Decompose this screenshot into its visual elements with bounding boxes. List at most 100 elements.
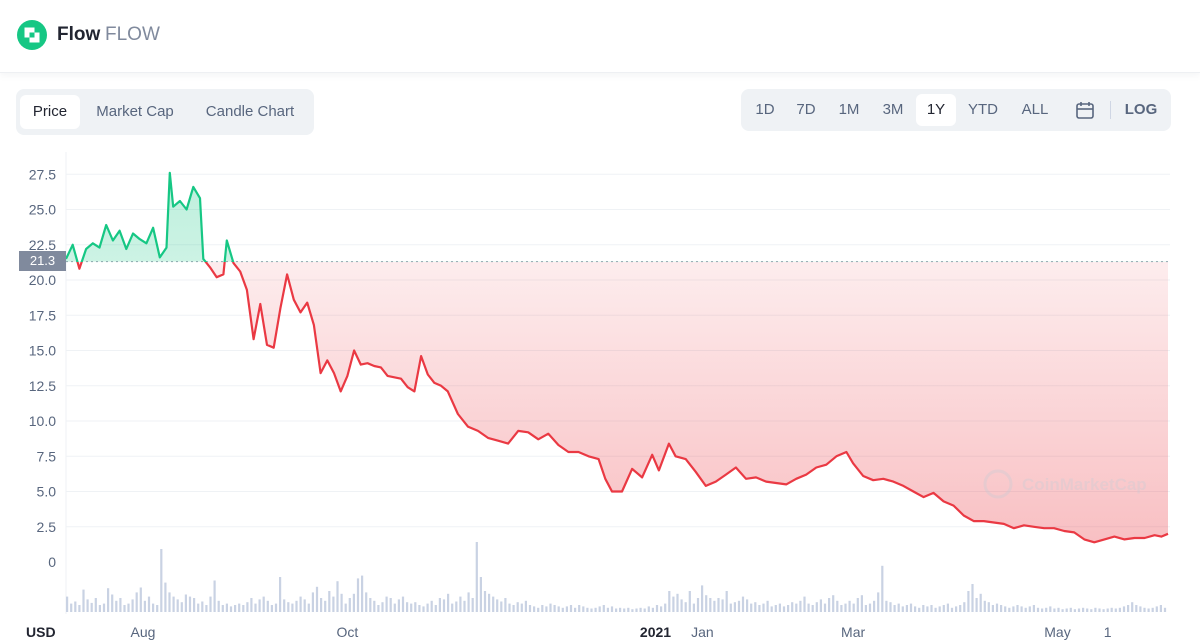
volume-bar: [545, 606, 548, 612]
volume-bar: [520, 603, 523, 612]
volume-bar: [176, 599, 179, 612]
volume-bar: [762, 603, 765, 612]
volume-bar: [787, 605, 790, 612]
volume-bar: [672, 596, 675, 612]
volume-bar: [778, 603, 781, 612]
volume-bar: [766, 600, 769, 612]
tab-market-cap[interactable]: Market Cap: [96, 103, 174, 120]
volume-bar: [434, 605, 437, 612]
volume-bar: [782, 606, 786, 612]
y-tick-label: 20.0: [29, 272, 56, 288]
volume-bar: [828, 598, 831, 612]
volume-bar: [709, 598, 712, 612]
volume-bar: [627, 607, 630, 612]
volume-bar: [635, 608, 638, 612]
volume-bar: [664, 603, 667, 612]
volume-bar: [221, 605, 224, 612]
volume-bar: [688, 591, 691, 612]
volume-bar: [225, 603, 228, 612]
x-axis: Aug Oct 2021 Jan Mar May 1: [131, 624, 1112, 640]
volume-bar: [1143, 607, 1146, 612]
volume-bar: [1159, 605, 1162, 612]
volume-bar: [504, 598, 507, 612]
volume-bar: [488, 593, 491, 612]
volume-bar: [877, 592, 880, 612]
watermark-text: CoinMarketCap: [1022, 475, 1147, 494]
volume-bar: [307, 603, 310, 612]
volume-bar: [455, 601, 458, 612]
y-tick-label: 10.0: [29, 413, 56, 429]
volume-bar: [135, 592, 138, 612]
volume-bar: [856, 598, 859, 612]
volume-bar: [889, 602, 892, 612]
volume-bar: [619, 607, 622, 612]
volume-bar: [258, 599, 261, 612]
volume-bar: [897, 603, 900, 612]
volume-bar: [197, 603, 200, 612]
volume-bar: [524, 600, 527, 612]
calendar-icon[interactable]: [1069, 94, 1101, 126]
x-tick-label: 2021: [640, 624, 671, 640]
y-tick-label: 7.5: [37, 448, 57, 464]
volume-bar: [1077, 608, 1081, 612]
volume-bar: [193, 598, 196, 612]
range-1d[interactable]: 1D: [755, 101, 775, 118]
range-1y[interactable]: 1Y: [916, 94, 956, 126]
volume-bar: [127, 603, 130, 612]
volume-bar: [651, 607, 654, 612]
currency-label: USD: [26, 624, 56, 640]
volume-bar: [533, 606, 536, 612]
range-1m[interactable]: 1M: [838, 101, 860, 118]
volume-bar: [864, 605, 867, 612]
range-all[interactable]: ALL: [1021, 101, 1049, 118]
volume-bar: [770, 606, 773, 612]
volume-bar: [254, 603, 257, 612]
volume-bar: [553, 605, 556, 612]
price-chart: 0 2.5 5.0 7.5 10.0 12.5 15.0 17.5 20.0 22.5 25.0 27…: [26, 152, 1170, 640]
volume-bar: [1061, 609, 1064, 612]
volume-bar: [1122, 606, 1126, 612]
volume-bar: [717, 598, 720, 612]
log-scale-toggle[interactable]: LOG: [1124, 101, 1158, 118]
volume-bar: [381, 602, 384, 612]
y-tick-label: 12.5: [29, 378, 56, 394]
coin-name: Flow: [57, 24, 101, 45]
volume-bar: [746, 599, 749, 612]
volume-bar: [549, 603, 552, 612]
volume-bar: [1131, 602, 1134, 612]
volume-bar: [205, 605, 208, 612]
tab-candle-chart[interactable]: Candle Chart: [205, 103, 295, 120]
volume-bar: [365, 592, 368, 612]
time-range-selector: 1D 7D 1M 3M 1Y YTD ALL LOG: [741, 89, 1171, 131]
volume-bar: [823, 603, 827, 612]
volume-bar: [930, 605, 933, 612]
volume-bar: [213, 580, 216, 612]
volume-bar: [410, 603, 413, 612]
volume-bar: [955, 606, 958, 612]
volume-bar: [340, 593, 343, 612]
price-area: [66, 172, 1168, 543]
volume-bar: [311, 592, 314, 612]
volume-bar: [414, 602, 417, 612]
volume-bar: [819, 599, 822, 612]
volume-bar: [606, 607, 609, 612]
range-7d[interactable]: 7D: [796, 101, 816, 118]
x-tick-label: May: [1044, 624, 1070, 640]
volume-bar: [356, 578, 360, 612]
volume-bar: [430, 600, 433, 612]
volume-bar: [500, 601, 503, 612]
volume-bar: [447, 593, 450, 612]
volume-bar: [1036, 607, 1040, 612]
range-ytd[interactable]: YTD: [968, 101, 998, 118]
x-tick-label: Aug: [131, 624, 156, 640]
range-3m[interactable]: 3M: [882, 101, 904, 118]
volume-bar: [1004, 606, 1007, 612]
x-tick-label: Oct: [337, 624, 359, 640]
y-tick-label: 25.0: [29, 202, 56, 218]
volume-bar: [1016, 605, 1019, 612]
volume-bar: [623, 608, 626, 612]
volume-bar: [905, 605, 908, 612]
volume-bar: [475, 542, 478, 612]
tab-price[interactable]: Price: [20, 95, 80, 129]
volume-bar: [397, 599, 400, 612]
